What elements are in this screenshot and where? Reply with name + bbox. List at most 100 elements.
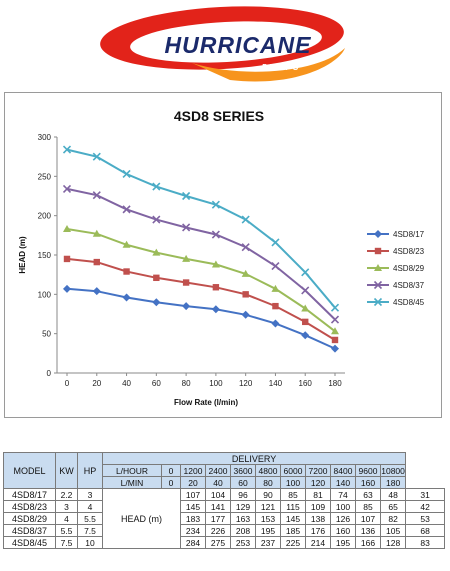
head-value-cell: 96 [230, 488, 256, 501]
series-4SD8/29 [63, 225, 339, 335]
data-point [241, 269, 250, 277]
head-value-cell: 68 [405, 524, 445, 537]
legend-entry: 4SD8/37 [367, 280, 425, 290]
data-point [211, 305, 220, 314]
logo-tagline: P U M P S [262, 63, 299, 72]
data-point [123, 268, 130, 275]
head-value-cell: 31 [405, 488, 445, 501]
head-value-cell: 145 [180, 500, 206, 513]
table-row: 4SD8/17 2.2 3 HEAD (m) 107 104 96 90 85 81 74 63 48 3… [3, 488, 445, 549]
lhour-row: L/HOUR 0 1200 2400 3600 4800 6000 7200 8400 9600… [4, 464, 445, 477]
data-point [241, 215, 250, 224]
data-point [301, 304, 310, 312]
x-tick-label: 40 [122, 379, 131, 388]
head-value-cell: 214 [305, 536, 331, 549]
lmin-cell: 0 [161, 476, 181, 489]
series-4SD8/37 [62, 184, 340, 324]
kw-header: KW [55, 452, 78, 489]
lhour-cell: 9600 [355, 464, 381, 477]
table-row: 4SD8/37 5.5 7.5 234 226 208 195 185 176 160 136 105… [3, 524, 445, 537]
head-value-cell: 225 [280, 536, 306, 549]
delivery-header: DELIVERY [101, 452, 407, 465]
lmin-header: L/MIN [102, 476, 162, 489]
data-point [182, 302, 191, 311]
legend: 4SD8/17 4SD8/23 4SD8/29 4SD8/37 4SD8/45 [367, 230, 425, 307]
lhour-cell: 10800 [379, 464, 407, 477]
logo-orange-swoosh [192, 48, 345, 82]
data-point [211, 260, 220, 268]
head-value-cell: 121 [255, 500, 281, 513]
lmin-cell: 60 [230, 476, 256, 489]
legend-label: 4SD8/37 [393, 281, 425, 290]
head-value-cell: 104 [205, 488, 231, 501]
head-value-cell: 153 [255, 512, 281, 525]
spec-table: MODEL KW HP DELIVERY L/HOUR 0 1200 2400 360… [3, 452, 445, 549]
legend-label: 4SD8/23 [393, 247, 425, 256]
y-tick-label: 100 [38, 290, 52, 299]
head-value-cell: 74 [330, 488, 356, 501]
head-value-cell: 128 [379, 536, 407, 549]
data-point [152, 298, 161, 307]
pump-curve-chart: 4SD8 SERIES HEAD (m) Flow Rate (l/min) 0… [18, 108, 425, 407]
data-point [182, 223, 191, 232]
data-point [331, 327, 339, 335]
y-tick-label: 150 [38, 251, 52, 260]
lmin-cell: 20 [180, 476, 206, 489]
lhour-cell: 0 [161, 464, 181, 477]
data-point [122, 169, 131, 179]
lhour-cell: 3600 [230, 464, 256, 477]
data-point [271, 284, 280, 292]
head-value-cell: 166 [355, 536, 381, 549]
lmin-cell: 120 [305, 476, 331, 489]
data-point [271, 319, 280, 328]
data-point [272, 302, 279, 310]
data-point [271, 261, 280, 271]
chart-frame: 4SD8 SERIES HEAD (m) Flow Rate (l/min) 0… [4, 92, 442, 418]
table-row: 4SD8/45 7.5 10 284 275 253 237 225 214 195 166 128 8… [3, 536, 445, 549]
kw-cell: 4 [55, 512, 78, 525]
x-tick-label: 100 [209, 379, 223, 388]
head-value-cell: 48 [379, 488, 407, 501]
logo-wordmark: HURRICANE [165, 32, 312, 58]
head-value-cell: 53 [405, 512, 445, 525]
x-axis-label: Flow Rate (l/min) [174, 398, 238, 407]
head-value-cell: 109 [305, 500, 331, 513]
data-point [122, 240, 131, 248]
series-4SD8/17 [63, 284, 339, 353]
lmin-cell: 180 [379, 476, 407, 489]
data-point [301, 286, 310, 295]
kw-cell: 5.5 [55, 524, 78, 537]
legend-marker [374, 247, 382, 255]
head-value-cell: 177 [205, 512, 231, 525]
data-point [122, 293, 131, 302]
lmin-cell: 40 [205, 476, 231, 489]
data-point [182, 279, 190, 286]
head-value-cell: 226 [205, 524, 231, 537]
x-tick-label: 160 [299, 379, 313, 388]
hp-header: HP [77, 452, 103, 489]
legend-marker [374, 264, 382, 271]
head-value-cell: 160 [330, 524, 356, 537]
data-point [301, 331, 310, 340]
y-tick-label: 300 [38, 133, 52, 142]
data-point [330, 315, 340, 324]
y-tick-label: 200 [38, 212, 52, 221]
head-value-cell: 100 [330, 500, 356, 513]
head-value-cell: 176 [305, 524, 331, 537]
head-label-cell: HEAD (m) [102, 488, 181, 549]
data-point [93, 258, 100, 266]
legend-marker [374, 230, 382, 238]
kw-cell: 2.2 [55, 488, 78, 501]
data-point [212, 284, 220, 291]
data-point [63, 225, 71, 233]
legend-marker [373, 297, 383, 307]
head-value-cell: 275 [205, 536, 231, 549]
head-value-cell: 83 [405, 536, 445, 549]
head-value-cell: 208 [230, 524, 256, 537]
legend-entry: 4SD8/45 [367, 297, 425, 307]
head-value-cell: 42 [405, 500, 445, 513]
x-tick-label: 60 [152, 379, 161, 388]
lhour-cell: 6000 [280, 464, 306, 477]
series-line [66, 228, 336, 333]
x-tick-label: 0 [65, 379, 70, 388]
